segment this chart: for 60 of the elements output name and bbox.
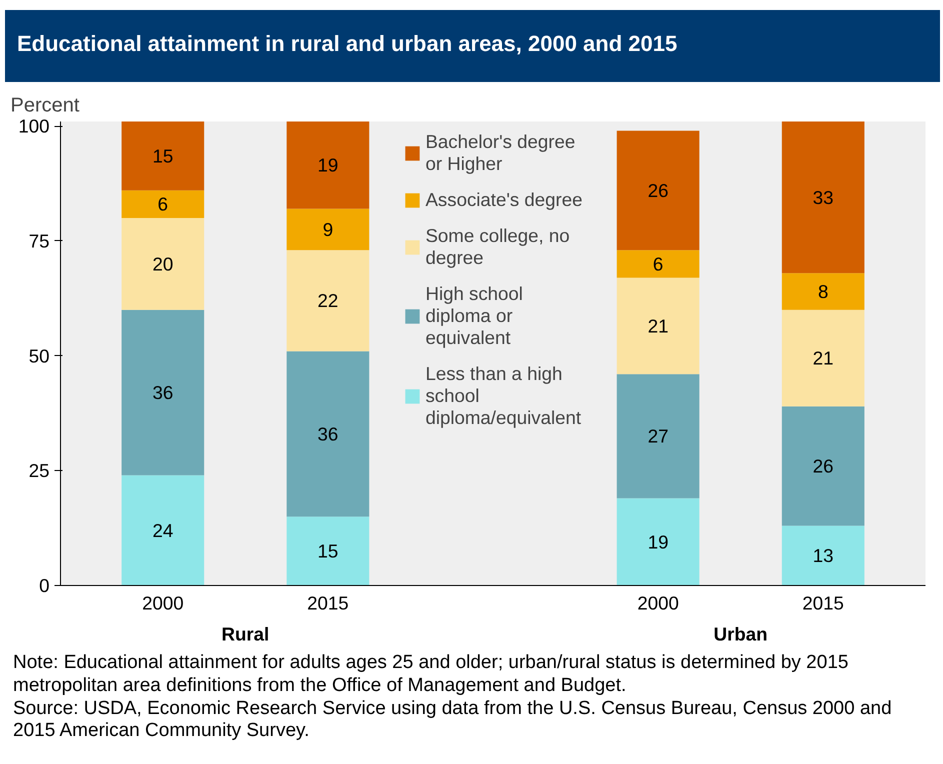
x-tick-label: 2000 (637, 592, 679, 614)
text: Rural (222, 624, 270, 644)
bar (122, 218, 204, 310)
y-tick-label: 0 (39, 575, 50, 596)
bar (286, 516, 370, 586)
chart-title: Educational attainment in rural and urban areas, 2000 and 2015 (17, 30, 678, 58)
bar (122, 190, 204, 218)
bar (782, 122, 864, 274)
data-label: 27 (648, 426, 668, 447)
bar (616, 130, 700, 250)
bar (616, 374, 700, 498)
data-label: 24 (152, 520, 174, 541)
bar (616, 278, 700, 374)
bar (782, 310, 864, 406)
x-tick-label: 2000 (142, 592, 184, 614)
bar (122, 475, 204, 586)
y-axis-title: Percent (10, 94, 80, 116)
legend-label: Less than a high school diploma/equivalent (425, 363, 582, 429)
y-tick-label: 50 (28, 345, 50, 366)
data-label: 36 (318, 423, 338, 444)
text: Urban (714, 624, 768, 644)
legend-label: Some college, no degree (425, 225, 570, 269)
data-label: 19 (318, 154, 338, 176)
source-note: Source: USDA, Economic Research Service using data from the U.S. Census Bureau, Census 2000 and 2015 American Community Survey. (13, 698, 892, 742)
bar (286, 208, 370, 250)
data-label: 13 (812, 545, 834, 566)
bar (782, 406, 864, 526)
bar (286, 122, 370, 209)
data-label: 15 (318, 540, 338, 562)
data-label: 15 (152, 145, 174, 166)
bar (122, 310, 204, 476)
data-label: 26 (812, 456, 834, 477)
legend-label: Associate's degree (425, 189, 583, 211)
data-label: 21 (648, 315, 668, 336)
data-label: 6 (158, 194, 168, 215)
bar (122, 122, 204, 190)
bar (286, 351, 370, 517)
bar (782, 526, 864, 586)
data-label: 36 (152, 382, 174, 404)
y-tick-label: 75 (28, 230, 50, 252)
data-label: 21 (812, 348, 834, 369)
bar (782, 273, 864, 310)
data-label: 6 (652, 253, 664, 274)
y-tick-label: 100 (18, 116, 50, 137)
legend-label: High school diploma or equivalent (425, 283, 523, 349)
y-tick-label: 25 (28, 460, 50, 482)
bar (616, 250, 700, 278)
data-label: 20 (152, 253, 174, 274)
data-label: 33 (812, 186, 834, 208)
data-label: 26 (648, 180, 668, 201)
legend-label: Bachelor's degree or Higher (425, 131, 576, 175)
bar (616, 498, 700, 586)
bar (286, 250, 370, 352)
x-tick-label: 2015 (802, 592, 844, 614)
x-tick-label: 2015 (307, 592, 349, 614)
data-label: 9 (322, 218, 334, 240)
data-label: 22 (318, 290, 338, 312)
data-label: 8 (818, 280, 828, 302)
text: Note: Educational attainment for adults ages 25 and older; urban/rural status is determined by 2015 metropolitan area definitions from the Office of Management and Budget. (13, 652, 848, 696)
data-label: 19 (648, 531, 668, 552)
